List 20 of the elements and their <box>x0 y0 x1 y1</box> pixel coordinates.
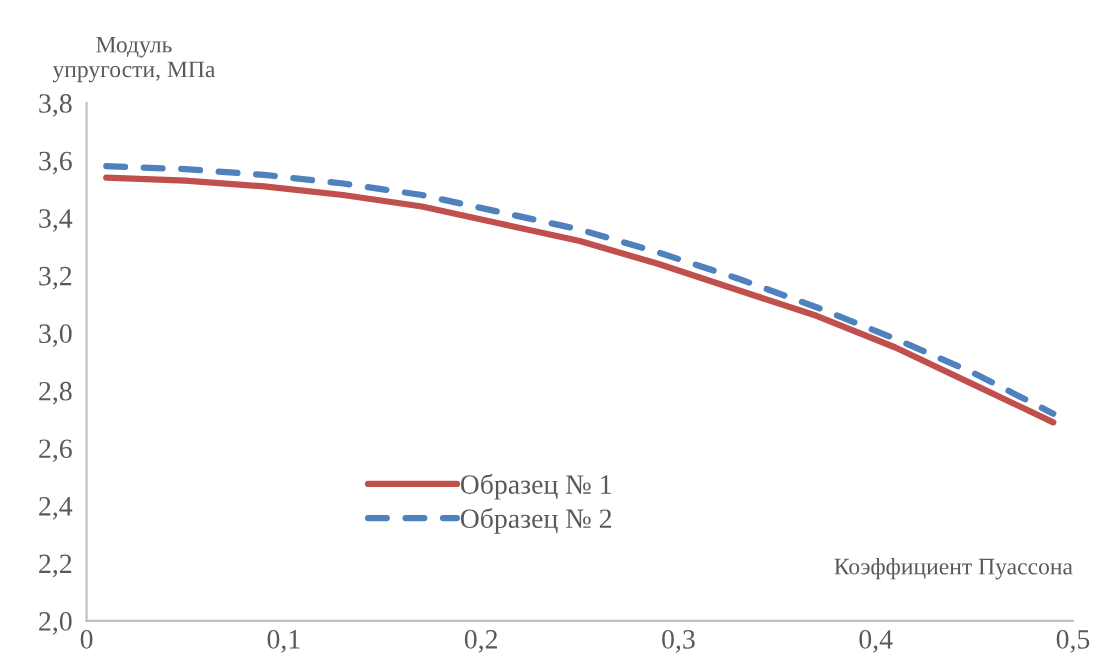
x-tick-label: 0,5 <box>1056 629 1090 653</box>
y-tick-label: 2,6 <box>39 439 72 463</box>
y-tick-label: 3,6 <box>39 151 72 175</box>
y-tick-label: 2,0 <box>39 612 72 635</box>
y-tick-label: 3,8 <box>39 94 72 117</box>
x-axis-title: Коэффициент Пуассона <box>834 557 1073 580</box>
y-axis-title: Модуль упругости, МПа <box>52 36 216 83</box>
legend-label: Образец № 2 <box>460 507 612 534</box>
y-tick-label: 2,4 <box>39 496 73 520</box>
x-tick-label: 0,2 <box>464 629 497 653</box>
y-tick-label: 2,8 <box>39 381 72 405</box>
x-tick-label: 0,3 <box>662 629 695 653</box>
y-tick-label: 3,4 <box>39 209 73 232</box>
y-tick-label: 3,2 <box>39 266 72 290</box>
y-tick-label: 2,2 <box>39 554 72 578</box>
x-tick-label: 0,1 <box>267 629 300 653</box>
y-tick-label: 3,0 <box>39 324 72 348</box>
x-tick-label: 0,4 <box>859 629 893 653</box>
x-tick-label: 0 <box>80 629 93 649</box>
legend-label: Образец № 1 <box>460 473 611 500</box>
